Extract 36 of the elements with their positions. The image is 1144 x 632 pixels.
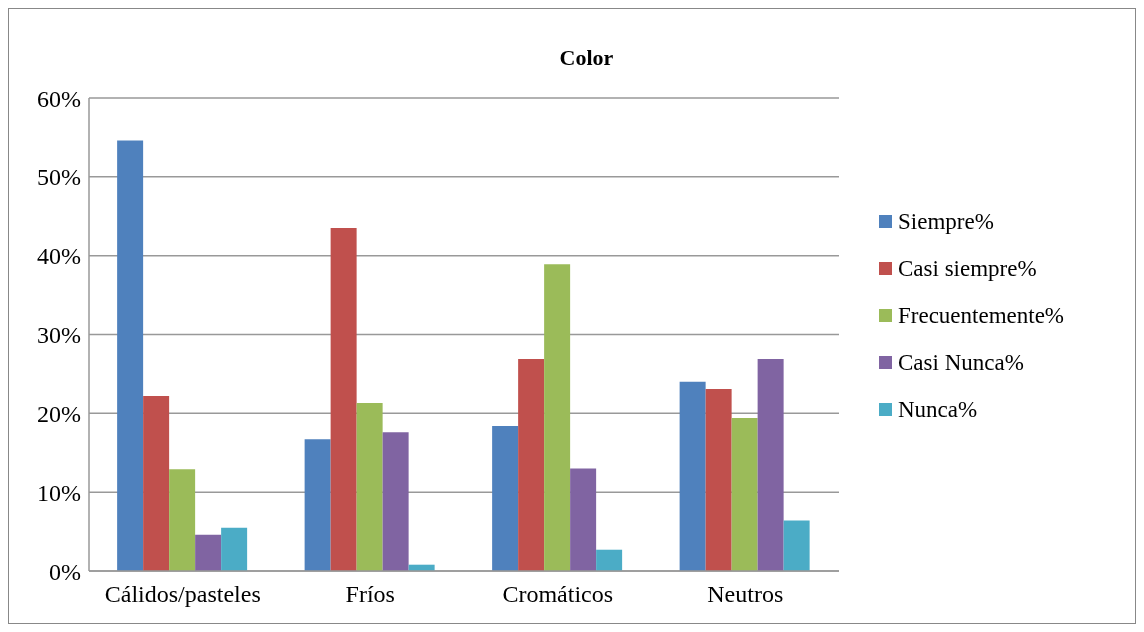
bar (544, 264, 571, 571)
y-tick-label: 60% (37, 85, 81, 112)
bar (330, 228, 357, 571)
x-tick-label: Neutros (707, 581, 784, 608)
bar (705, 388, 732, 571)
y-tick-label: 40% (37, 243, 81, 270)
bar (783, 520, 810, 571)
y-tick-label: 10% (37, 479, 81, 506)
legend-label: Frecuentemente% (898, 301, 1065, 330)
bar (356, 403, 383, 571)
x-tick-label: Fríos (345, 581, 395, 608)
y-tick-label: 0% (49, 558, 81, 585)
bar (143, 395, 170, 571)
bar (518, 358, 545, 571)
bar (382, 432, 409, 571)
bar (492, 425, 519, 571)
bar (117, 140, 144, 571)
bar (304, 439, 331, 571)
x-tick-label: Cálidos/pasteles (104, 581, 261, 608)
y-tick-label: 30% (37, 322, 81, 349)
bar (679, 381, 706, 571)
legend-label: Siempre% (898, 207, 994, 236)
bar (195, 534, 222, 571)
legend-label: Casi Nunca% (898, 348, 1024, 377)
y-tick-label: 20% (37, 400, 81, 427)
bar (731, 418, 758, 571)
legend-label: Nunca% (898, 395, 978, 424)
bar (169, 469, 196, 571)
x-tick-label: Cromáticos (502, 581, 614, 608)
bar (221, 527, 248, 571)
legend-label: Casi siempre% (898, 254, 1037, 283)
bar (596, 549, 623, 571)
bar (757, 358, 784, 571)
bar (570, 468, 597, 571)
chart-title: Color (558, 45, 615, 71)
y-tick-label: 50% (37, 164, 81, 191)
